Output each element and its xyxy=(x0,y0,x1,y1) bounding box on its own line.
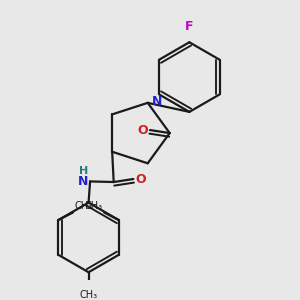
Text: O: O xyxy=(136,172,146,185)
Text: N: N xyxy=(152,95,162,108)
Text: CH₃: CH₃ xyxy=(74,201,93,211)
Text: N: N xyxy=(78,175,88,188)
Text: F: F xyxy=(185,20,194,33)
Text: CH₃: CH₃ xyxy=(80,290,98,300)
Text: O: O xyxy=(137,124,148,136)
Text: CH₃: CH₃ xyxy=(85,201,103,211)
Text: H: H xyxy=(79,166,88,176)
